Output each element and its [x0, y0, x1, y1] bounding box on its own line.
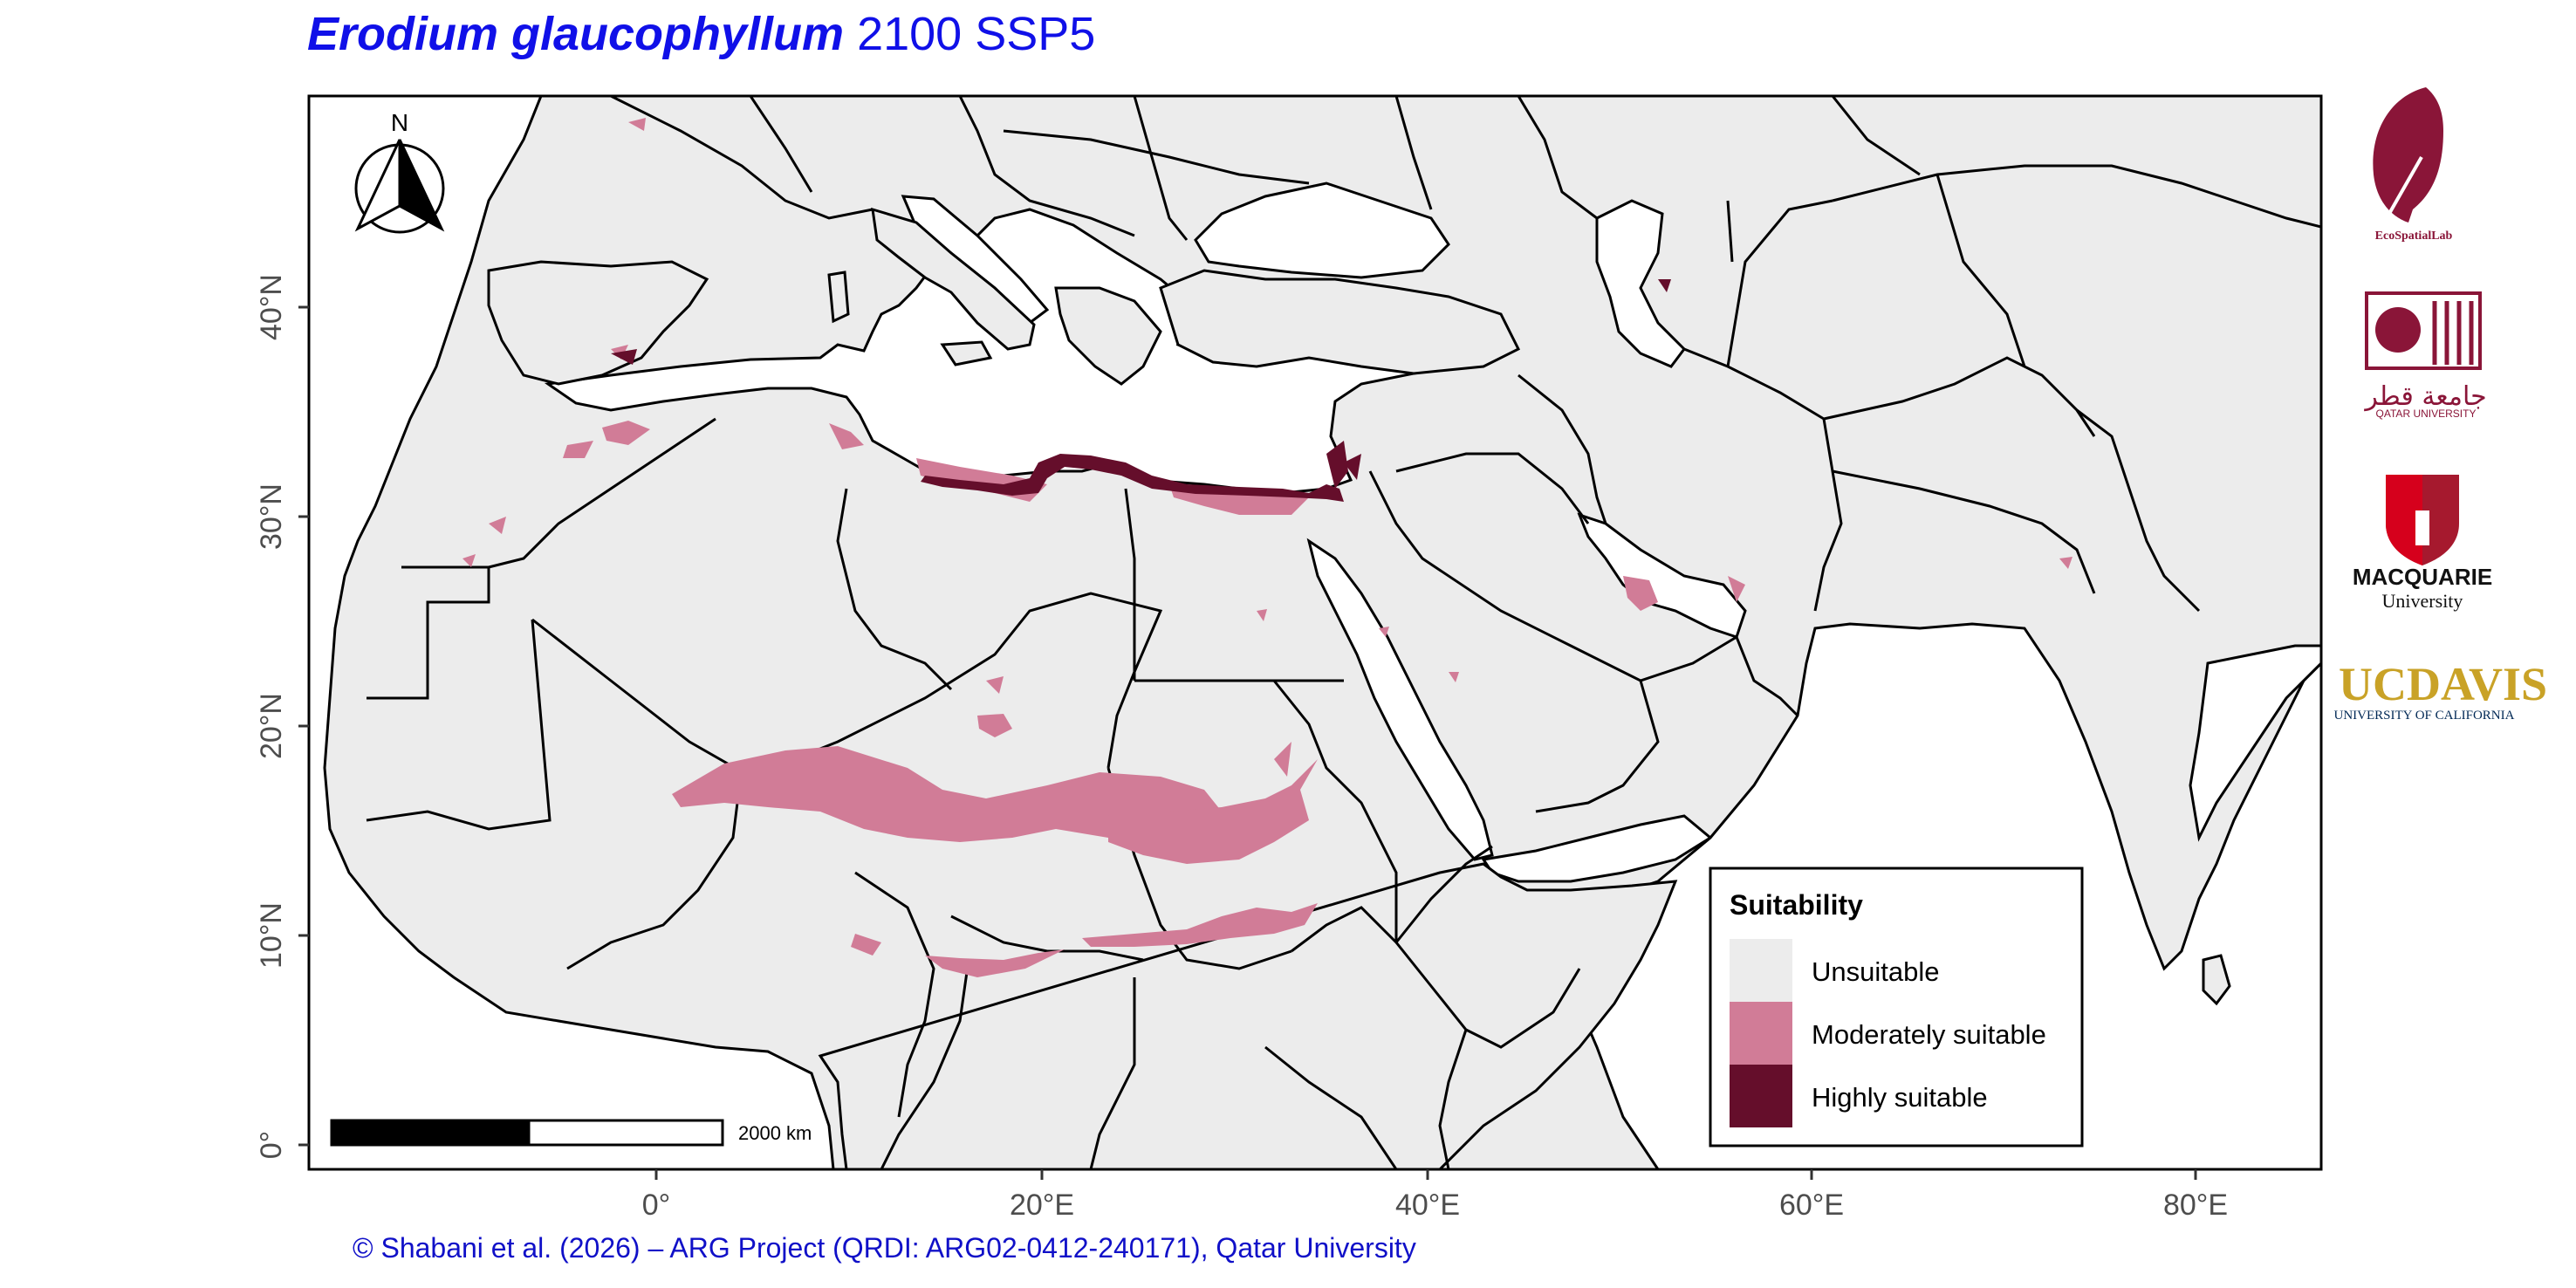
ucdavis-uc: UC: [2339, 658, 2407, 710]
legend-label-high: Highly suitable: [1812, 1082, 1988, 1113]
map-frame: [307, 94, 2323, 1171]
macquarie-sub-text: University: [2382, 590, 2463, 612]
bay-of-bengal: [2189, 644, 2321, 842]
scenario-label: 2100 SSP5: [857, 8, 1096, 60]
y-tick-20n: 20°N: [255, 693, 288, 759]
ucdavis-logo: UCDAVIS UNIVERSITY OF CALIFORNIA: [2334, 658, 2548, 723]
leaf-icon: [2373, 87, 2443, 223]
x-tick-60e: 60°E: [1779, 1189, 1844, 1222]
qatar-university-logo: جامعة قطر QATAR UNIVERSITY: [2363, 291, 2487, 420]
y-tick-10n: 10°N: [255, 902, 288, 969]
legend-title: Suitability: [1730, 889, 1863, 921]
iberian-peninsula: [487, 260, 709, 386]
ecospatiallab-text: EcoSpatialLab: [2375, 230, 2453, 243]
svg-text:UCDAVIS: UCDAVIS: [2339, 658, 2547, 710]
map-panel: N 2000 km Suitability Unsuitable Moderat…: [309, 96, 2321, 1169]
legend-label-moderate: Moderately suitable: [1812, 1019, 2046, 1050]
highly-suitable-areas: [611, 279, 1671, 502]
qatar-university-text: QATAR UNIVERSITY: [2376, 408, 2477, 420]
ecospatiallab-logo: EcoSpatialLab: [2373, 87, 2453, 243]
turkey: [1159, 269, 1521, 375]
macquarie-text: MACQUARIE: [2353, 564, 2492, 590]
persian-gulf: [1577, 512, 1747, 639]
x-tick-80e: 80°E: [2163, 1189, 2228, 1222]
legend-swatch-unsuitable: [1730, 939, 1792, 1002]
central-africa-coast: [818, 862, 1678, 1169]
ucdavis-sub-text: UNIVERSITY OF CALIFORNIA: [2334, 709, 2515, 723]
black-sea: [1194, 182, 1450, 279]
north-label: N: [391, 109, 408, 136]
building-icon: [2365, 291, 2482, 370]
legend-swatch-high: [1730, 1065, 1792, 1127]
y-tick-40n: 40°N: [255, 274, 288, 340]
ucdavis-davis: DAVIS: [2407, 658, 2547, 710]
greece: [1054, 286, 1162, 386]
italy: [871, 207, 1036, 351]
legend-swatch-moderate: [1730, 1002, 1792, 1065]
gulf-of-aden: [1481, 814, 1713, 883]
legend-label-unsuitable: Unsuitable: [1812, 956, 1939, 987]
x-axis: [654, 1169, 2197, 1180]
x-tick-20e: 20°E: [1010, 1189, 1074, 1222]
sri-lanka: [2202, 954, 2231, 1006]
x-tick-0: 0°: [642, 1189, 671, 1222]
map-title: Erodium glaucophyllum 2100 SSP5: [307, 7, 1095, 61]
credit-line: © Shabani et al. (2026) – ARG Project (Q…: [353, 1232, 1416, 1264]
sardinia: [827, 271, 850, 324]
qatar-arabic-text: جامعة قطر: [2363, 381, 2486, 412]
atlantic-ocean: [309, 96, 835, 1169]
sicily: [940, 340, 993, 367]
scale-bar-label: 2000 km: [738, 1122, 812, 1144]
y-tick-0: 0°: [255, 1131, 288, 1160]
y-axis: [298, 305, 309, 1147]
north-arrow: N: [354, 109, 445, 234]
species-name: Erodium glaucophyllum: [307, 8, 845, 60]
macquarie-logo: MACQUARIE University: [2353, 475, 2492, 612]
x-tick-40e: 40°E: [1395, 1189, 1460, 1222]
scale-bar: 2000 km: [330, 1119, 812, 1147]
country-borders: [366, 96, 2321, 1169]
y-tick-30n: 30°N: [255, 483, 288, 550]
legend: Suitability Unsuitable Moderately suitab…: [1709, 867, 2084, 1148]
